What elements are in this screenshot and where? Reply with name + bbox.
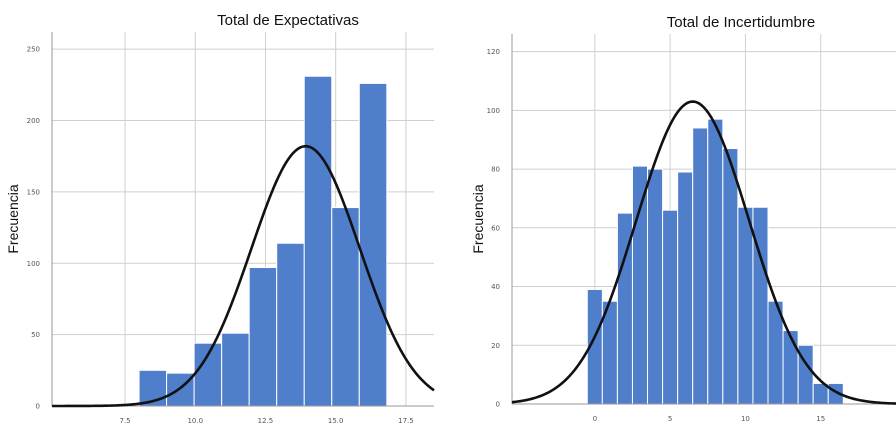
y-tick-label: 100 — [27, 260, 40, 268]
x-tick-label: 0 — [593, 415, 597, 423]
y-tick-label: 100 — [487, 107, 500, 115]
histogram-bar — [782, 330, 799, 405]
y-tick-label: 150 — [27, 188, 40, 196]
x-tick-label: 7.5 — [119, 417, 130, 425]
x-tick-label: 10.0 — [187, 417, 203, 425]
y-tick-label: 0 — [36, 403, 40, 411]
chart-title: Total de Expectativas — [217, 12, 359, 29]
y-tick-label: 80 — [491, 166, 500, 174]
histogram-bar — [647, 168, 664, 405]
y-tick-label: 120 — [487, 48, 500, 56]
normal-distribution-curve — [511, 100, 896, 405]
histogram-bar — [631, 165, 649, 405]
chart-title: Total de Incertidumbre — [667, 14, 815, 31]
y-tick-label: 200 — [27, 117, 40, 125]
histogram-bar — [303, 75, 333, 407]
y-tick-label: 0 — [496, 401, 500, 409]
histogram-bar — [221, 332, 250, 407]
x-tick-label: 5 — [668, 415, 672, 423]
histogram-bar — [248, 267, 278, 407]
normal-distribution-curve — [51, 144, 435, 408]
y-tick-label: 50 — [31, 331, 40, 339]
x-tick-label: 10 — [741, 415, 750, 423]
y-axis-label: Frecuencia — [5, 184, 21, 253]
histogram-bar — [662, 209, 679, 405]
histogram-bar — [358, 82, 388, 407]
y-tick-label: 60 — [491, 224, 500, 232]
y-tick-label: 20 — [491, 342, 500, 350]
incertidumbre-histogram: 0 20 40 60 80 100 120 0 5 10 15 Total de Incertidum… — [470, 14, 896, 423]
histogram-bar — [692, 127, 709, 405]
histogram-bar — [737, 206, 754, 405]
expectativas-histogram: 0 50 100 150 200 250 7.5 10.0 12.5 15.0 17.5 Total … — [5, 12, 435, 425]
histogram-bar — [722, 148, 739, 405]
histogram-bar — [677, 171, 694, 405]
x-tick-label: 15 — [816, 415, 825, 423]
x-tick-label: 12.5 — [258, 417, 274, 425]
histogram-bar — [331, 207, 360, 407]
y-axis-label: Frecuencia — [470, 184, 486, 253]
histogram-bar — [707, 118, 724, 405]
y-tick-label: 250 — [27, 46, 40, 54]
x-tick-label: 15.0 — [328, 417, 344, 425]
y-tick-label: 40 — [491, 283, 500, 291]
x-tick-label: 17.5 — [398, 417, 414, 425]
histogram-bar — [276, 242, 305, 407]
